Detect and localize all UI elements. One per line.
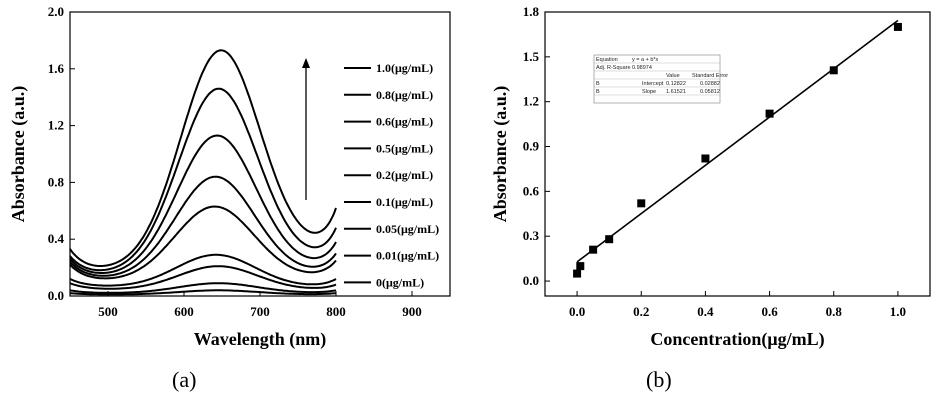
y-tick-label-a: 0.0: [48, 288, 64, 303]
fit-row-value: 0.12822: [666, 81, 686, 87]
x-tick-label-b: 0.2: [633, 304, 649, 319]
fit-adj-r-label: Adj. R-Square: [596, 65, 631, 71]
data-point: [589, 246, 597, 254]
fit-row-param: Intercept: [642, 81, 664, 87]
increase-arrow-head: [302, 58, 310, 68]
x-tick-label-b: 0.8: [826, 304, 843, 319]
x-tick-label-a: 500: [98, 304, 118, 319]
spectrum-line: [70, 177, 336, 276]
y-tick-label-b: 0.0: [523, 273, 539, 288]
y-tick-label-a: 0.8: [48, 174, 65, 189]
fit-adj-r-value: 0.98974: [632, 65, 652, 71]
spectrum-line: [70, 136, 336, 274]
data-point: [894, 23, 902, 31]
y-tick-label-a: 1.2: [48, 118, 64, 133]
y-tick-label-b: 0.6: [523, 183, 540, 198]
spectrum-line: [70, 50, 336, 266]
data-point: [573, 270, 581, 278]
data-point: [830, 66, 838, 74]
y-tick-label-b: 1.8: [523, 4, 540, 19]
y-tick-label-b: 1.5: [523, 49, 540, 64]
legend-label: 0.1(μg/mL): [376, 195, 433, 209]
y-tick-label-a: 0.4: [48, 231, 65, 246]
x-axis-title-a: Wavelength (nm): [194, 329, 327, 350]
y-tick-label-b: 0.9: [523, 139, 540, 154]
fit-row-stderr: 0.05812: [700, 89, 720, 95]
fit-equation-label: Equation: [596, 57, 618, 63]
x-tick-label-a: 700: [250, 304, 270, 319]
spectrum-line: [70, 89, 336, 271]
data-point: [576, 262, 584, 270]
plot-frame-b: [545, 12, 930, 296]
y-tick-label-b: 1.2: [523, 94, 539, 109]
x-tick-label-b: 0.4: [697, 304, 714, 319]
legend-label: 0.01(μg/mL): [376, 249, 439, 263]
legend-label: 1.0(μg/mL): [376, 61, 433, 75]
fit-row-param: Slope: [642, 89, 656, 95]
y-axis-title-b: Absorbance (a.u.): [490, 86, 511, 223]
x-tick-label-a: 800: [326, 304, 346, 319]
x-tick-label-a: 900: [402, 304, 422, 319]
fit-value-header: Value: [666, 73, 680, 79]
legend-label: 0.2(μg/mL): [376, 168, 433, 182]
fit-stderr-header: Standard Error: [692, 73, 728, 79]
fit-row-stderr: 0.02882: [700, 81, 720, 87]
x-tick-label-b: 1.0: [890, 304, 906, 319]
y-tick-label-a: 1.6: [48, 61, 65, 76]
x-axis-title-b: Concentration(μg/mL): [650, 329, 824, 350]
legend-label: 0.6(μg/mL): [376, 115, 433, 129]
x-tick-label-b: 0.0: [569, 304, 585, 319]
data-point: [605, 235, 613, 243]
fit-equation: y = a + b*x: [632, 57, 659, 63]
y-tick-label-a: 2.0: [48, 4, 64, 19]
legend-label: 0(μg/mL): [376, 275, 424, 289]
x-tick-label-b: 0.6: [761, 304, 778, 319]
legend-label: 0.05(μg/mL): [376, 222, 439, 236]
fit-row-name: B: [596, 81, 600, 87]
fit-row-value: 1.61521: [666, 89, 686, 95]
data-point: [637, 199, 645, 207]
y-axis-title-a: Absorbance (a.u.): [8, 86, 29, 223]
data-point: [701, 154, 709, 162]
legend-label: 0.5(μg/mL): [376, 141, 433, 155]
y-tick-label-b: 0.3: [523, 228, 540, 243]
panel-label-a: (a): [172, 367, 196, 393]
data-point: [766, 110, 774, 118]
legend-label: 0.8(μg/mL): [376, 88, 433, 102]
fit-row-name: B: [596, 89, 600, 95]
x-tick-label-a: 600: [174, 304, 194, 319]
panel-label-b: (b): [646, 367, 672, 393]
